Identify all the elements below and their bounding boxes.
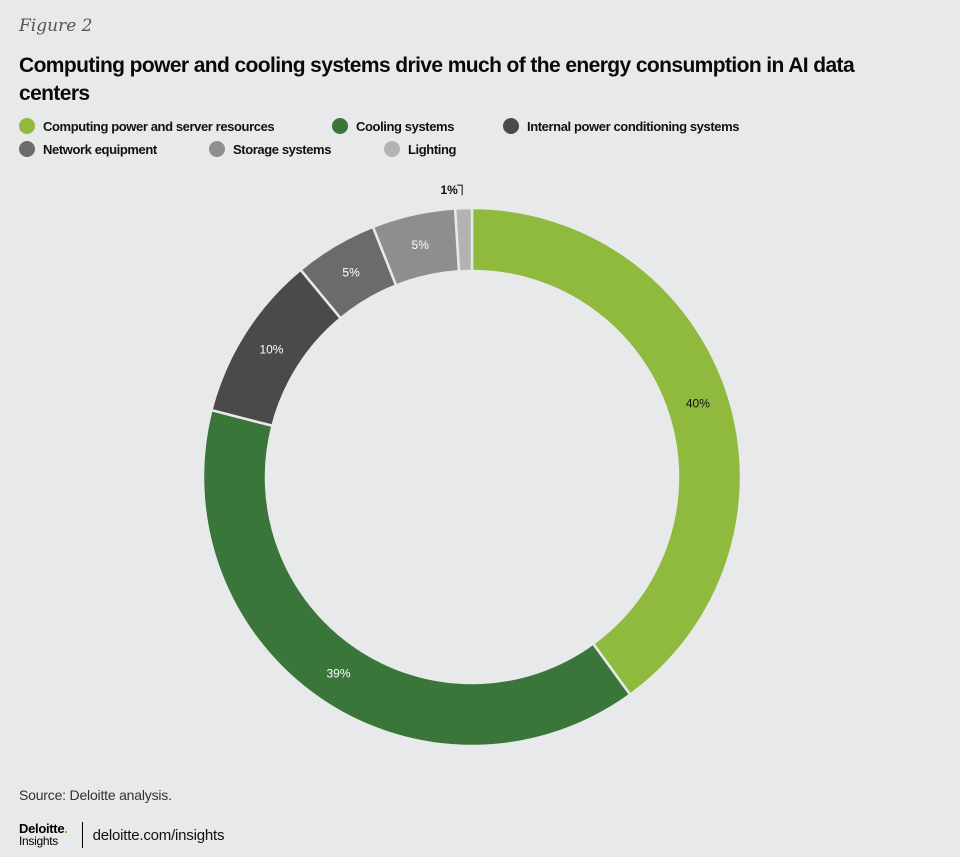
legend-label: Computing power and server resources bbox=[43, 118, 275, 134]
footer-divider bbox=[81, 822, 83, 848]
legend-dot-icon bbox=[209, 141, 225, 157]
legend-label: Internal power conditioning systems bbox=[527, 118, 740, 134]
chart-title: Computing power and cooling systems driv… bbox=[19, 54, 855, 105]
footer: Deloitte. Insights deloitte.com/insights bbox=[19, 822, 224, 848]
figure-label: Figure 2 bbox=[19, 16, 93, 36]
slice-value-label: 40% bbox=[686, 397, 710, 411]
logo-wordmark: Deloitte bbox=[19, 821, 65, 836]
slice-value-label: 5% bbox=[412, 238, 430, 252]
legend-label: Storage systems bbox=[233, 141, 332, 157]
legend-item-storage: Storage systems bbox=[209, 141, 331, 157]
donut-slice bbox=[470, 206, 743, 697]
legend-item-lighting: Lighting bbox=[384, 141, 456, 157]
slice-value-label: 10% bbox=[259, 343, 283, 357]
legend-dot-icon bbox=[384, 141, 400, 157]
footer-url-link[interactable]: deloitte.com/insights bbox=[92, 826, 225, 844]
logo-green-dot-icon: . bbox=[64, 821, 68, 836]
slice-value-label: 1% bbox=[441, 183, 459, 197]
legend-item-computing: Computing power and server resources bbox=[19, 118, 275, 134]
donut-slice bbox=[453, 206, 474, 273]
legend-dot-icon bbox=[19, 118, 35, 134]
legend-label: Lighting bbox=[408, 141, 457, 157]
legend-dot-icon bbox=[19, 141, 35, 157]
legend-label: Cooling systems bbox=[356, 118, 455, 134]
source-note: Source: Deloitte analysis. bbox=[19, 787, 172, 803]
slice-value-label: 5% bbox=[342, 266, 360, 280]
legend-dot-icon bbox=[332, 118, 348, 134]
legend-dot-icon bbox=[503, 118, 519, 134]
leader-line bbox=[457, 184, 463, 196]
legend-item-network: Network equipment bbox=[19, 141, 157, 157]
donut-slice bbox=[201, 408, 632, 748]
donut-labels: 40% 39% 10% 5% 5% 1% bbox=[259, 183, 710, 680]
legend-label: Network equipment bbox=[43, 141, 157, 157]
deloitte-insights-logo: Deloitte. Insights bbox=[19, 822, 68, 848]
legend-item-power-conditioning: Internal power conditioning systems bbox=[503, 118, 739, 134]
legend-item-cooling: Cooling systems bbox=[332, 118, 454, 134]
donut-slices bbox=[201, 206, 743, 748]
logo-subtitle: Insights bbox=[19, 834, 58, 848]
slice-value-label: 39% bbox=[326, 666, 350, 680]
